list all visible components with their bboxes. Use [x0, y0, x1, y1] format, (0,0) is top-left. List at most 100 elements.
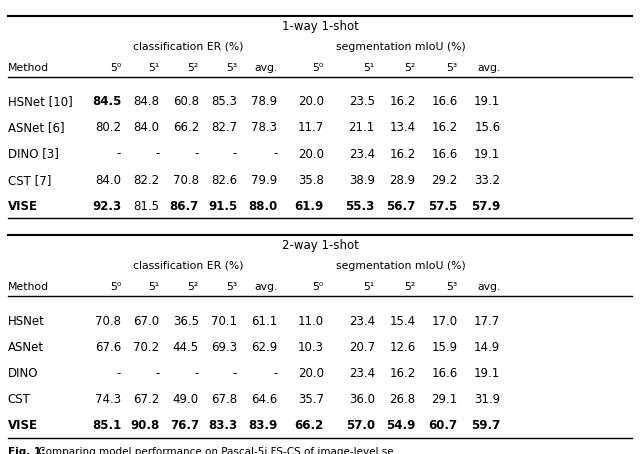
Text: 16.6: 16.6: [431, 95, 458, 109]
Text: 10.3: 10.3: [298, 340, 324, 354]
Text: 56.7: 56.7: [387, 200, 415, 212]
Text: 19.1: 19.1: [474, 367, 500, 380]
Text: classification ER (%): classification ER (%): [132, 261, 243, 271]
Text: 84.0: 84.0: [95, 173, 121, 187]
Text: 12.6: 12.6: [389, 340, 415, 354]
Text: HSNet: HSNet: [8, 315, 45, 327]
Text: 66.2: 66.2: [173, 122, 199, 134]
Text: 15.9: 15.9: [431, 340, 458, 354]
Text: 5¹: 5¹: [364, 282, 375, 292]
Text: 84.8: 84.8: [133, 95, 159, 109]
Text: 5³: 5³: [226, 63, 237, 73]
Text: -: -: [195, 367, 199, 380]
Text: avg.: avg.: [477, 63, 500, 73]
Text: 16.2: 16.2: [389, 367, 415, 380]
Text: 70.8: 70.8: [95, 315, 121, 327]
Text: 5¹: 5¹: [148, 282, 159, 292]
Text: 29.2: 29.2: [431, 173, 458, 187]
Text: 49.0: 49.0: [173, 393, 199, 406]
Text: 16.2: 16.2: [431, 122, 458, 134]
Text: 23.4: 23.4: [349, 367, 375, 380]
Text: 15.6: 15.6: [474, 122, 500, 134]
Text: 60.7: 60.7: [429, 419, 458, 432]
Text: 5⁰: 5⁰: [110, 63, 121, 73]
Text: 29.1: 29.1: [431, 393, 458, 406]
Text: 5²: 5²: [188, 282, 199, 292]
Text: 67.0: 67.0: [133, 315, 159, 327]
Text: 69.3: 69.3: [211, 340, 237, 354]
Text: -: -: [195, 148, 199, 161]
Text: 82.6: 82.6: [211, 173, 237, 187]
Text: 70.8: 70.8: [173, 173, 199, 187]
Text: 78.3: 78.3: [252, 122, 277, 134]
Text: 57.9: 57.9: [471, 200, 500, 212]
Text: 44.5: 44.5: [173, 340, 199, 354]
Text: 55.3: 55.3: [346, 200, 375, 212]
Text: 5⁰: 5⁰: [110, 282, 121, 292]
Text: 62.9: 62.9: [251, 340, 277, 354]
Text: VISE: VISE: [8, 419, 38, 432]
Text: 82.7: 82.7: [211, 122, 237, 134]
Text: 5¹: 5¹: [148, 63, 159, 73]
Text: 16.2: 16.2: [389, 95, 415, 109]
Text: 15.4: 15.4: [390, 315, 415, 327]
Text: 5³: 5³: [226, 282, 237, 292]
Text: segmentation mIoU (%): segmentation mIoU (%): [336, 261, 465, 271]
Text: 80.2: 80.2: [95, 122, 121, 134]
Text: avg.: avg.: [477, 282, 500, 292]
Text: -: -: [233, 148, 237, 161]
Text: 26.8: 26.8: [390, 393, 415, 406]
Text: -: -: [155, 367, 159, 380]
Text: 19.1: 19.1: [474, 95, 500, 109]
Text: 5³: 5³: [447, 63, 458, 73]
Text: 17.0: 17.0: [431, 315, 458, 327]
Text: 61.1: 61.1: [251, 315, 277, 327]
Text: -: -: [117, 367, 121, 380]
Text: 5⁰: 5⁰: [312, 63, 324, 73]
Text: 88.0: 88.0: [248, 200, 277, 212]
Text: 76.7: 76.7: [170, 419, 199, 432]
Text: 57.0: 57.0: [346, 419, 375, 432]
Text: 60.8: 60.8: [173, 95, 199, 109]
Text: 70.2: 70.2: [133, 340, 159, 354]
Text: 20.0: 20.0: [298, 148, 324, 161]
Text: 84.5: 84.5: [92, 95, 121, 109]
Text: 84.0: 84.0: [133, 122, 159, 134]
Text: 5³: 5³: [447, 282, 458, 292]
Text: 57.5: 57.5: [428, 200, 458, 212]
Text: DINO [3]: DINO [3]: [8, 148, 59, 161]
Text: 2-way 1-shot: 2-way 1-shot: [282, 239, 358, 252]
Text: 38.9: 38.9: [349, 173, 375, 187]
Text: CST [7]: CST [7]: [8, 173, 51, 187]
Text: 67.2: 67.2: [133, 393, 159, 406]
Text: 90.8: 90.8: [130, 419, 159, 432]
Text: 54.9: 54.9: [386, 419, 415, 432]
Text: 92.3: 92.3: [92, 200, 121, 212]
Text: 21.1: 21.1: [349, 122, 375, 134]
Text: 61.9: 61.9: [294, 200, 324, 212]
Text: 16.6: 16.6: [431, 367, 458, 380]
Text: 35.8: 35.8: [298, 173, 324, 187]
Text: 19.1: 19.1: [474, 148, 500, 161]
Text: HSNet [10]: HSNet [10]: [8, 95, 72, 109]
Text: Method: Method: [8, 63, 49, 73]
Text: 79.9: 79.9: [251, 173, 277, 187]
Text: 5²: 5²: [188, 63, 199, 73]
Text: 11.7: 11.7: [298, 122, 324, 134]
Text: 33.2: 33.2: [474, 173, 500, 187]
Text: 66.2: 66.2: [294, 419, 324, 432]
Text: 16.2: 16.2: [389, 148, 415, 161]
Text: -: -: [273, 367, 277, 380]
Text: 35.7: 35.7: [298, 393, 324, 406]
Text: -: -: [117, 148, 121, 161]
Text: 70.1: 70.1: [211, 315, 237, 327]
Text: 20.0: 20.0: [298, 367, 324, 380]
Text: 64.6: 64.6: [251, 393, 277, 406]
Text: 85.3: 85.3: [211, 95, 237, 109]
Text: 91.5: 91.5: [208, 200, 237, 212]
Text: -: -: [233, 367, 237, 380]
Text: 23.4: 23.4: [349, 315, 375, 327]
Text: 67.6: 67.6: [95, 340, 121, 354]
Text: 31.9: 31.9: [474, 393, 500, 406]
Text: 14.9: 14.9: [474, 340, 500, 354]
